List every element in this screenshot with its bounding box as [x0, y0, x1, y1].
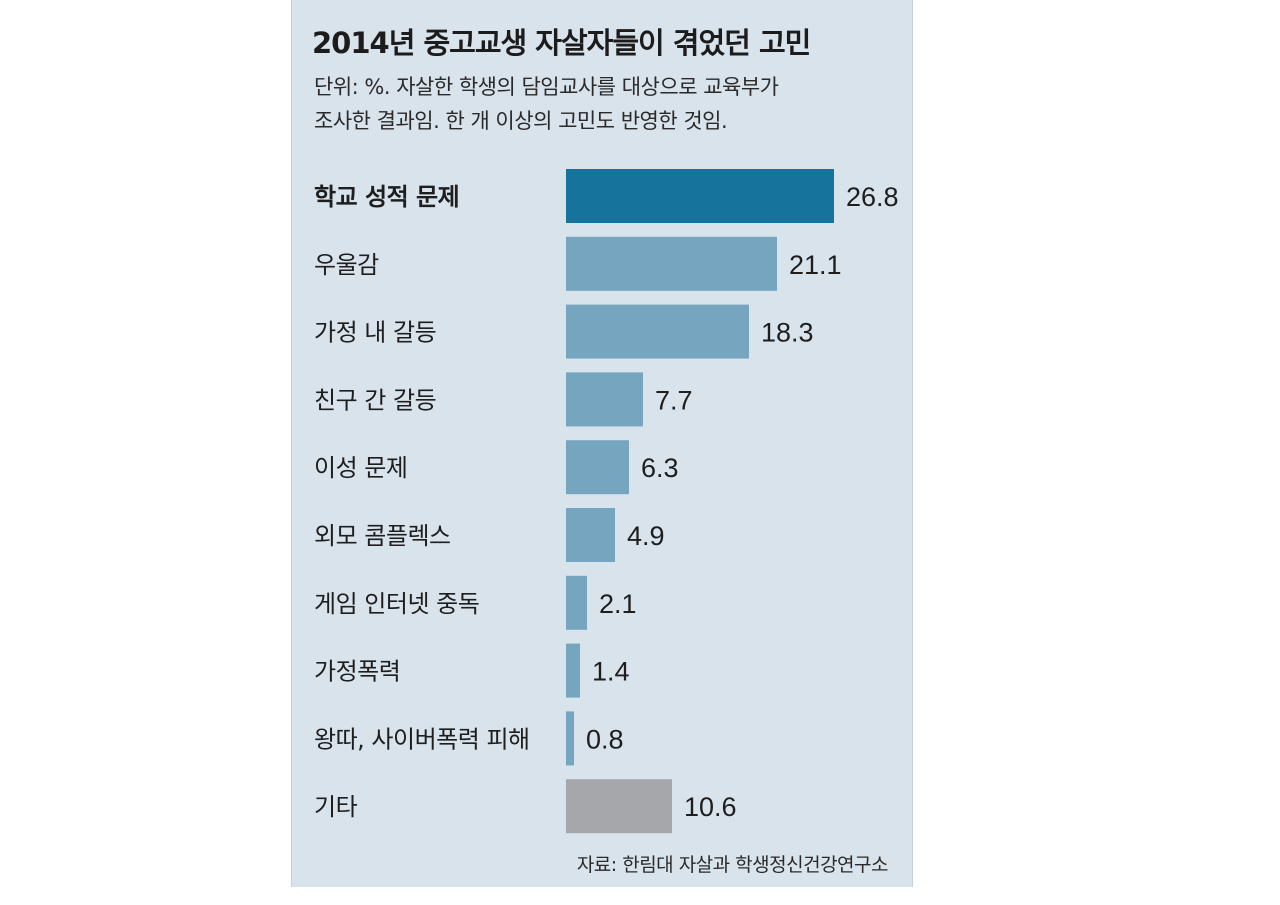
category-label-6: 외모 콤플렉스: [314, 522, 451, 550]
bar-4: [566, 372, 643, 427]
value-label-10: 10.6: [684, 792, 737, 822]
chart-subtitle: 단위: %. 자살한 학생의 담임교사를 대상으로 교육부가 조사한 결과임. …: [314, 70, 904, 138]
category-label-9: 왕따, 사이버폭력 피해: [314, 725, 530, 753]
category-label-8: 가정폭력: [314, 658, 400, 686]
value-label-7: 2.1: [599, 589, 637, 619]
chart-panel: 2014년 중고교생 자살자들이 겪었던 고민 단위: %. 자살한 학생의 담…: [291, 0, 913, 887]
value-label-6: 4.9: [627, 521, 665, 551]
value-label-8: 1.4: [592, 657, 630, 687]
value-label-1: 26.8: [846, 182, 899, 212]
bar-9: [566, 711, 574, 766]
bar-chart: 학교 성적 문제 26.8 우울감 21.1 가정 내 갈등 18.3 친구 간 갈등 7.7…: [314, 169, 899, 834]
value-label-2: 21.1: [789, 250, 842, 280]
bar-2: [566, 236, 777, 291]
value-label-4: 7.7: [655, 385, 693, 415]
source-note: 자료: 한림대 자살과 학생정신건강연구소: [576, 854, 889, 876]
category-label-4: 친구 간 갈등: [314, 386, 436, 414]
value-label-3: 18.3: [761, 318, 814, 348]
subtitle-line-2: 조사한 결과임. 한 개 이상의 고민도 반영한 것임.: [314, 109, 728, 133]
category-label-7: 게임 인터넷 중독: [314, 590, 479, 618]
category-label-10: 기타: [314, 793, 358, 821]
category-label-1: 학교 성적 문제: [314, 183, 459, 211]
bar-6: [566, 508, 615, 562]
value-label-5: 6.3: [641, 453, 679, 483]
bar-8: [566, 643, 580, 698]
category-label-3: 가정 내 갈등: [314, 319, 436, 347]
value-label-9: 0.8: [586, 724, 624, 754]
bar-3: [566, 304, 749, 359]
bar-10: [566, 779, 672, 834]
chart-title: 2014년 중고교생 자살자들이 겪었던 고민: [312, 26, 811, 60]
subtitle-line-1: 단위: %. 자살한 학생의 담임교사를 대상으로 교육부가: [314, 75, 779, 99]
category-label-5: 이성 문제: [314, 454, 407, 482]
bar-1: [566, 169, 834, 223]
category-label-2: 우울감: [314, 251, 379, 279]
bar-5: [566, 440, 629, 495]
bar-7: [566, 575, 587, 630]
